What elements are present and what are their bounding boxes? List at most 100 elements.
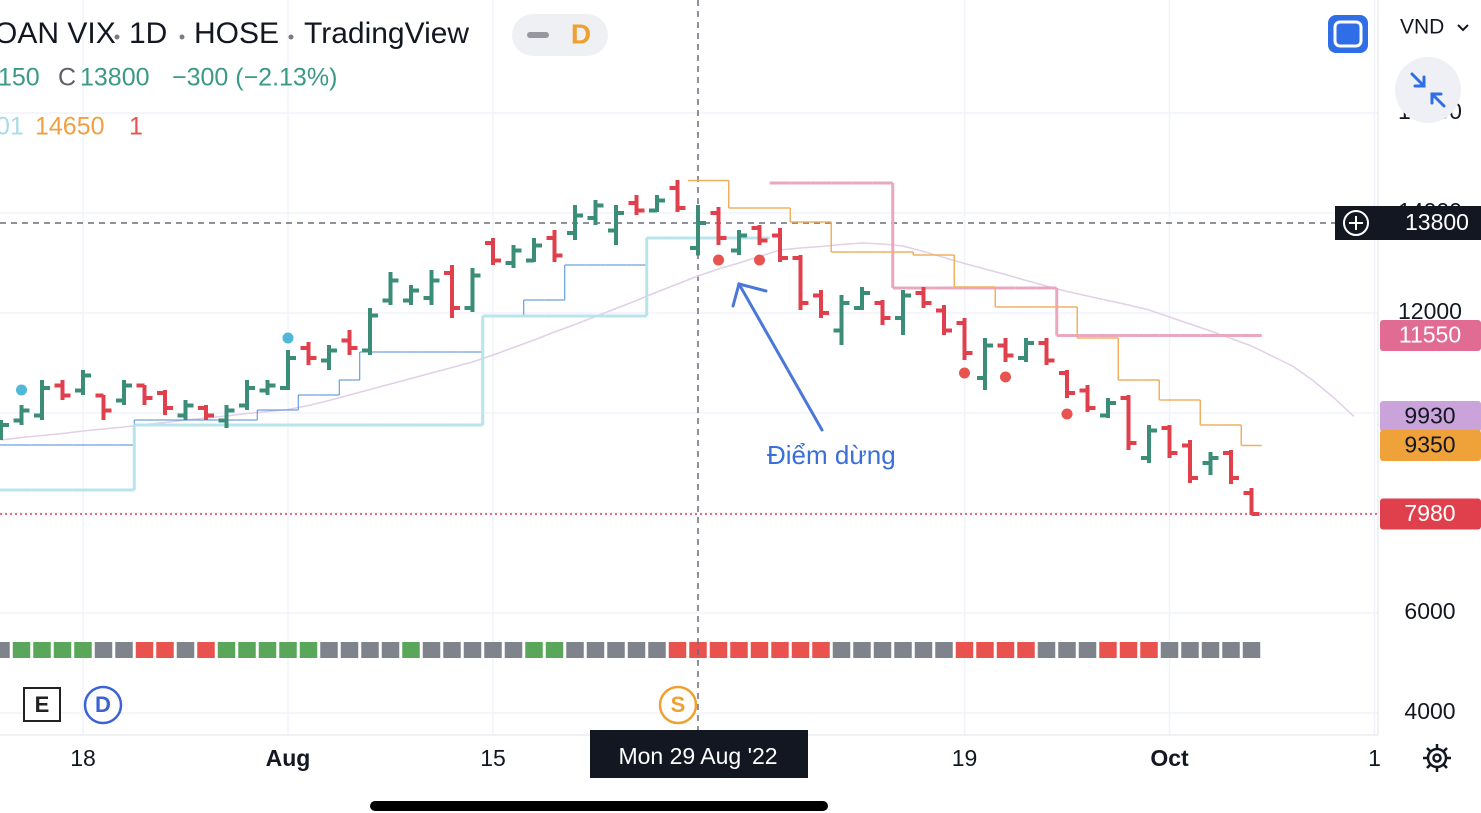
split-letter: S xyxy=(671,692,686,717)
separator xyxy=(114,34,120,40)
fullscreen-button[interactable] xyxy=(1328,15,1368,53)
x-tick-label: Aug xyxy=(266,745,311,771)
dividend-badge[interactable] xyxy=(83,685,123,725)
dividend-letter: D xyxy=(95,692,111,717)
crosshair-price: 13800 xyxy=(1405,209,1469,235)
signal-square xyxy=(1222,642,1240,658)
signal-square xyxy=(422,642,441,658)
signal-square xyxy=(1160,642,1179,658)
stop-dot xyxy=(754,254,765,266)
currency-selector[interactable]: VND xyxy=(1400,16,1469,39)
signal-square xyxy=(996,642,1015,658)
signal-square xyxy=(1017,642,1035,658)
legend-low: 150 xyxy=(0,64,40,92)
home-indicator xyxy=(370,801,828,811)
indicator-value: 01 xyxy=(0,113,24,141)
signal-square xyxy=(361,642,379,658)
y-tick-label: 6000 xyxy=(1404,598,1455,624)
signal-square xyxy=(607,642,625,658)
separator xyxy=(179,34,185,40)
exchange: HOSE xyxy=(194,17,279,50)
currency[interactable]: VND xyxy=(1400,16,1444,39)
settings-button[interactable] xyxy=(1423,744,1451,772)
signal-square xyxy=(340,642,359,658)
signal-square xyxy=(955,642,974,658)
signal-square xyxy=(668,642,687,658)
signal-square xyxy=(894,642,912,658)
x-tick-label: 18 xyxy=(70,745,96,771)
fullscreen-bg[interactable] xyxy=(1328,15,1368,53)
add-alert-icon[interactable] xyxy=(1343,210,1369,236)
badge-pill[interactable] xyxy=(512,14,608,56)
stop-dot xyxy=(713,254,724,266)
signal-square xyxy=(463,642,482,658)
signal-square xyxy=(0,642,10,658)
signal-square xyxy=(1181,642,1199,658)
signal-square xyxy=(279,642,297,658)
restore-icon xyxy=(1410,72,1446,108)
signal-square xyxy=(504,642,523,658)
signal-square xyxy=(1078,642,1097,658)
annotation-arrowhead xyxy=(731,282,768,308)
last-price-label-bg xyxy=(1380,498,1481,530)
signal-square xyxy=(33,642,51,658)
indicator-value: 1 xyxy=(129,113,143,141)
signal-square xyxy=(935,642,953,658)
signal-square xyxy=(484,642,502,658)
signal-square xyxy=(12,642,31,658)
signal-square xyxy=(94,642,113,658)
signal-square xyxy=(873,642,892,658)
signal-square xyxy=(525,642,543,658)
signal-square xyxy=(1058,642,1076,658)
plot-area xyxy=(0,0,1378,735)
crosshair-date-bg xyxy=(590,730,808,778)
signal-square xyxy=(812,642,830,658)
stop-dot xyxy=(1061,408,1073,420)
earnings-letter: E xyxy=(35,692,50,717)
overlay-price-label: 9930 xyxy=(1404,403,1455,429)
indicator-value: 14650 xyxy=(35,113,105,141)
overlay-price-label: 11550 xyxy=(1399,322,1461,348)
price-labels: 9930 11550 9350 7980 13800 Mon 29 Aug '22 xyxy=(590,206,1481,778)
earnings-badge[interactable] xyxy=(23,687,61,722)
separator xyxy=(288,34,294,40)
gear-hub xyxy=(1432,753,1442,763)
x-tick-label: 19 xyxy=(952,745,978,771)
signal-square xyxy=(74,642,92,658)
source: TradingView xyxy=(304,17,469,50)
overlay-price-label-bg xyxy=(1380,320,1481,351)
signal-square xyxy=(586,642,605,658)
crosshair-date: Mon 29 Aug '22 xyxy=(618,743,777,769)
x-tick-label: 15 xyxy=(480,745,506,771)
signal-square xyxy=(750,642,769,658)
legend: 150 C 13800 −300 (−2.13%) 01 14650 1 xyxy=(0,64,337,141)
y-tick-label: 12000 xyxy=(1398,298,1462,324)
signal-square xyxy=(1242,642,1261,658)
stop-dot xyxy=(959,367,970,379)
signal-square xyxy=(197,642,215,658)
signal-square xyxy=(1201,642,1220,658)
x-tick-label: Oct xyxy=(1150,745,1189,771)
symbol: OAN VIX xyxy=(0,17,116,50)
last-price-label: 7980 xyxy=(1404,500,1455,526)
signal-square xyxy=(566,642,584,658)
grid xyxy=(0,0,1378,735)
restore-bg[interactable] xyxy=(1395,57,1461,123)
legend-close: 13800 xyxy=(80,64,150,92)
data-mode-badge[interactable]: D xyxy=(512,14,608,56)
signal-square xyxy=(709,642,728,658)
signal-square xyxy=(53,642,72,658)
split-badge[interactable] xyxy=(658,685,698,725)
signal-square xyxy=(832,642,851,658)
signal-square xyxy=(299,642,318,658)
add-alert-plus xyxy=(1349,216,1363,230)
signal-square xyxy=(853,642,871,658)
restore-button[interactable] xyxy=(1395,57,1461,123)
legend-close-label: C xyxy=(58,64,76,92)
badge-letter: D xyxy=(571,18,591,49)
x-tick-label: 1 xyxy=(1368,745,1381,771)
annotation-text: Điểm dừng xyxy=(767,440,896,470)
